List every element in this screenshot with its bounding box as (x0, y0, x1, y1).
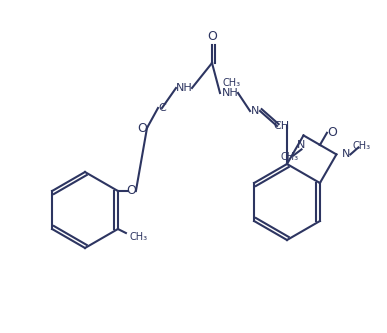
Text: NH: NH (176, 83, 192, 93)
Text: N: N (297, 141, 306, 151)
Text: N: N (251, 106, 259, 116)
Text: CH₃: CH₃ (223, 78, 241, 88)
Text: CH: CH (273, 121, 289, 131)
Text: CH₃: CH₃ (352, 142, 370, 152)
Text: O: O (327, 126, 337, 139)
Text: CH₃: CH₃ (130, 232, 148, 242)
Text: NH: NH (222, 88, 238, 98)
Text: O: O (207, 31, 217, 44)
Text: C: C (158, 103, 166, 113)
Text: O: O (137, 122, 147, 135)
Text: O: O (126, 184, 136, 197)
Text: N: N (342, 150, 351, 160)
Text: CH₃: CH₃ (281, 153, 298, 163)
